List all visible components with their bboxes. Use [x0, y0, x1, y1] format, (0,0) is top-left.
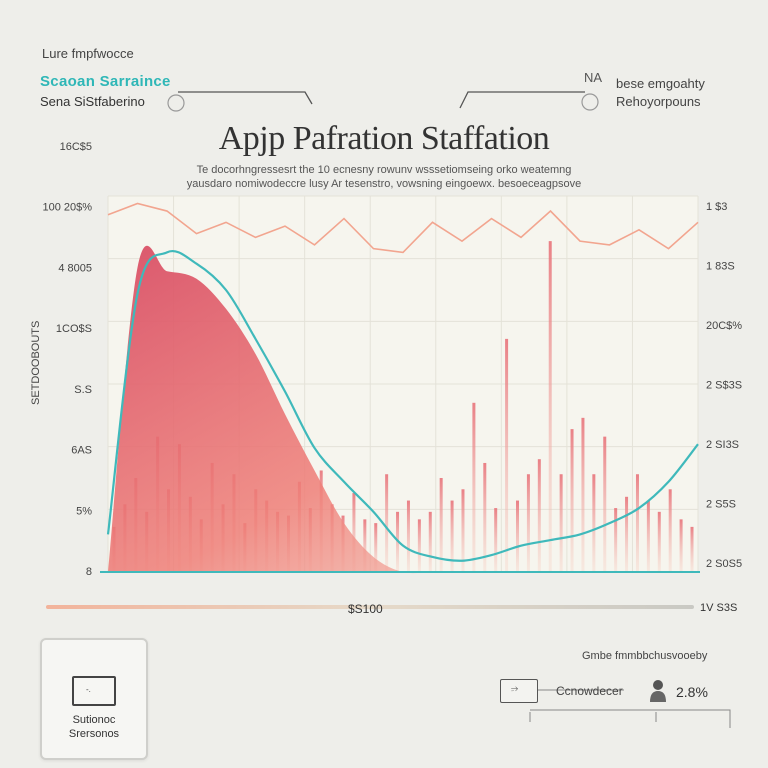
- y-axis-left-tick: 16C$5: [60, 141, 92, 153]
- y-axis-left-tick: 1CO$S: [56, 323, 92, 335]
- spike-bar: [505, 338, 509, 572]
- y-axis-left-tick: 6AS: [71, 445, 92, 457]
- spike-bar: [690, 526, 694, 572]
- teal-line-series: [106, 250, 699, 562]
- footer-card[interactable]: -. Sutionoc Srersonos: [40, 638, 148, 760]
- spike-bar: [635, 474, 639, 572]
- chart-subtitle-line-2: yausdaro nomiwodeccre lusy Ar tesenstro,…: [186, 178, 582, 190]
- y-axis-left-tick: S.S: [74, 384, 92, 396]
- spike-bar: [385, 474, 389, 572]
- x-axis-floor: [46, 605, 694, 609]
- top-note: Lure fmpfwocce: [42, 46, 134, 61]
- spike-bar: [461, 489, 465, 572]
- spike-bar: [559, 474, 563, 572]
- legend-left-leader: [178, 91, 313, 105]
- y-axis-right-tick: 2 S$3S: [706, 380, 742, 392]
- spike-bar: [646, 500, 650, 572]
- spike-bar: [625, 496, 629, 572]
- footer-item-percent: 2.8%: [676, 684, 708, 700]
- spike-bar: [363, 519, 367, 572]
- y-axis-right-tick: 2 S5S: [706, 499, 736, 511]
- chart-title: Apjp Pafration Staffation: [218, 120, 550, 157]
- spike-bar: [417, 519, 421, 572]
- spike-bar: [526, 474, 530, 572]
- legend-left-series-sub: Sena SiStfaberino: [40, 94, 145, 109]
- spike-bar: [679, 519, 683, 572]
- person-icon: [650, 680, 666, 702]
- footer-item-label: Ccnowdecer: [556, 684, 623, 698]
- monitor-icon[interactable]: ⭌: [500, 679, 538, 703]
- legend-left-leader-dot: [167, 94, 185, 112]
- legend-left-series-label: Scaoan Sarraince: [40, 73, 171, 90]
- monitor-icon-text: ⭌: [511, 683, 519, 693]
- legend-right-series-label: bese emgoahty: [616, 76, 705, 91]
- spike-bar: [603, 436, 607, 572]
- legend-right-marker: NA: [584, 70, 603, 85]
- y-axis-right-ticks: 1 $3 1 83S 20C$% 2 S$3S 2 SI3S 2 S5S 2 S0S5: [706, 201, 742, 570]
- spike-bar: [592, 474, 596, 572]
- legend-right-leader-dot: [581, 93, 599, 111]
- spike-bar: [450, 500, 454, 572]
- legend-right-series-sub: Rehoyorpouns: [616, 94, 701, 109]
- spike-bar: [439, 478, 443, 572]
- spike-bar: [614, 508, 618, 572]
- spike-bar: [581, 417, 585, 572]
- spike-bar: [516, 500, 520, 572]
- y-axis-left-ticks: 16C$5 100 20$% 4 8005 1CO$S S.S 6AS 5% 8: [42, 141, 92, 578]
- legend-right-leader: [459, 91, 585, 109]
- spike-bar: [537, 459, 541, 572]
- y-axis-left-tick: 8: [86, 566, 92, 578]
- spike-bar: [374, 523, 378, 572]
- x-axis-right-label: 1V S3S: [700, 602, 738, 614]
- y-axis-left-tick: 5%: [76, 505, 92, 517]
- salmon-line-series: [107, 202, 699, 254]
- laptop-icon: -.: [72, 676, 116, 706]
- spike-bar: [483, 462, 487, 572]
- chart-subtitle-line-1: Te docorhngressesrt the 10 ecnesny rowun…: [196, 164, 572, 176]
- spike-bar: [668, 489, 672, 572]
- y-axis-right-tick: 1 $3: [706, 201, 727, 213]
- spike-bar: [494, 508, 498, 572]
- footer-note: Gmbe fmmbbchusvooeby: [582, 650, 708, 662]
- spike-bar: [352, 493, 356, 572]
- laptop-icon-screen-text: -.: [86, 685, 91, 694]
- red-area-series: [108, 245, 698, 574]
- footer-card-line-1: Sutionoc: [72, 714, 116, 726]
- y-axis-left-tick: 100 20$%: [42, 202, 92, 214]
- y-axis-right-tick: 2 SI3S: [706, 439, 739, 451]
- footer-card-line-2: Srersonos: [68, 728, 120, 740]
- y-axis-right-tick: 1 83S: [706, 261, 735, 273]
- spike-bar: [548, 241, 552, 572]
- spike-bar: [657, 511, 661, 572]
- x-axis-label: $S100: [348, 602, 383, 616]
- footer-leader: [529, 709, 731, 728]
- y-axis-right-tick: 2 S0S5: [706, 558, 742, 570]
- y-axis-left-title: SETDOOBOUTS: [30, 320, 42, 405]
- spike-bar: [472, 402, 476, 572]
- spike-bar: [428, 511, 432, 572]
- y-axis-right-tick: 20C$%: [706, 320, 742, 332]
- y-axis-left-tick: 4 8005: [58, 262, 92, 274]
- spike-bar: [570, 429, 574, 572]
- spike-bar: [406, 500, 410, 572]
